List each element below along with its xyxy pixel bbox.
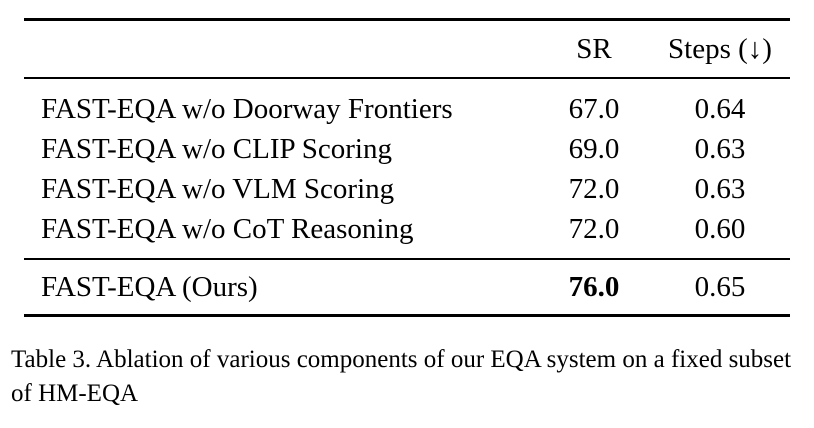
row-method: FAST-EQA (Ours) xyxy=(41,270,258,303)
row-steps: 0.60 xyxy=(694,212,746,245)
table-top-rule xyxy=(24,18,790,21)
table-header-rule xyxy=(24,77,790,79)
ablation-table: SR Steps (↓) FAST-EQA w/o Doorway Fronti… xyxy=(24,18,790,317)
table-final-rule xyxy=(24,258,790,260)
row-method: FAST-EQA w/o VLM Scoring xyxy=(41,172,395,205)
table-row: FAST-EQA w/o CoT Reasoning 72.0 0.60 xyxy=(24,209,790,249)
row-sr: 72.0 xyxy=(568,212,620,245)
row-sr: 69.0 xyxy=(568,132,620,165)
row-method: FAST-EQA w/o CoT Reasoning xyxy=(41,212,414,245)
row-method: FAST-EQA w/o Doorway Frontiers xyxy=(41,92,453,125)
table-caption: Table 3. Ablation of various components … xyxy=(11,346,792,407)
table-bottom-rule xyxy=(24,314,790,317)
table-header-row: SR Steps (↓) xyxy=(24,21,790,77)
row-sr-best: 76.0 xyxy=(568,270,620,303)
row-sr: 67.0 xyxy=(568,92,620,125)
table-body: FAST-EQA w/o Doorway Frontiers 67.0 0.64… xyxy=(24,79,790,258)
row-steps: 0.63 xyxy=(694,132,746,165)
row-steps: 0.63 xyxy=(694,172,746,205)
row-sr: 72.0 xyxy=(568,172,620,205)
row-steps: 0.64 xyxy=(694,92,746,125)
table-row: FAST-EQA w/o VLM Scoring 72.0 0.63 xyxy=(24,169,790,209)
row-steps: 0.65 xyxy=(694,270,746,303)
header-sr: SR xyxy=(576,32,612,65)
row-method: FAST-EQA w/o CLIP Scoring xyxy=(41,132,392,165)
table-row: FAST-EQA w/o Doorway Frontiers 67.0 0.64 xyxy=(24,89,790,129)
table-row: FAST-EQA w/o CLIP Scoring 69.0 0.63 xyxy=(24,129,790,169)
header-steps: Steps (↓) xyxy=(668,32,772,65)
table-row-ours: FAST-EQA (Ours) 76.0 0.65 xyxy=(24,260,790,314)
